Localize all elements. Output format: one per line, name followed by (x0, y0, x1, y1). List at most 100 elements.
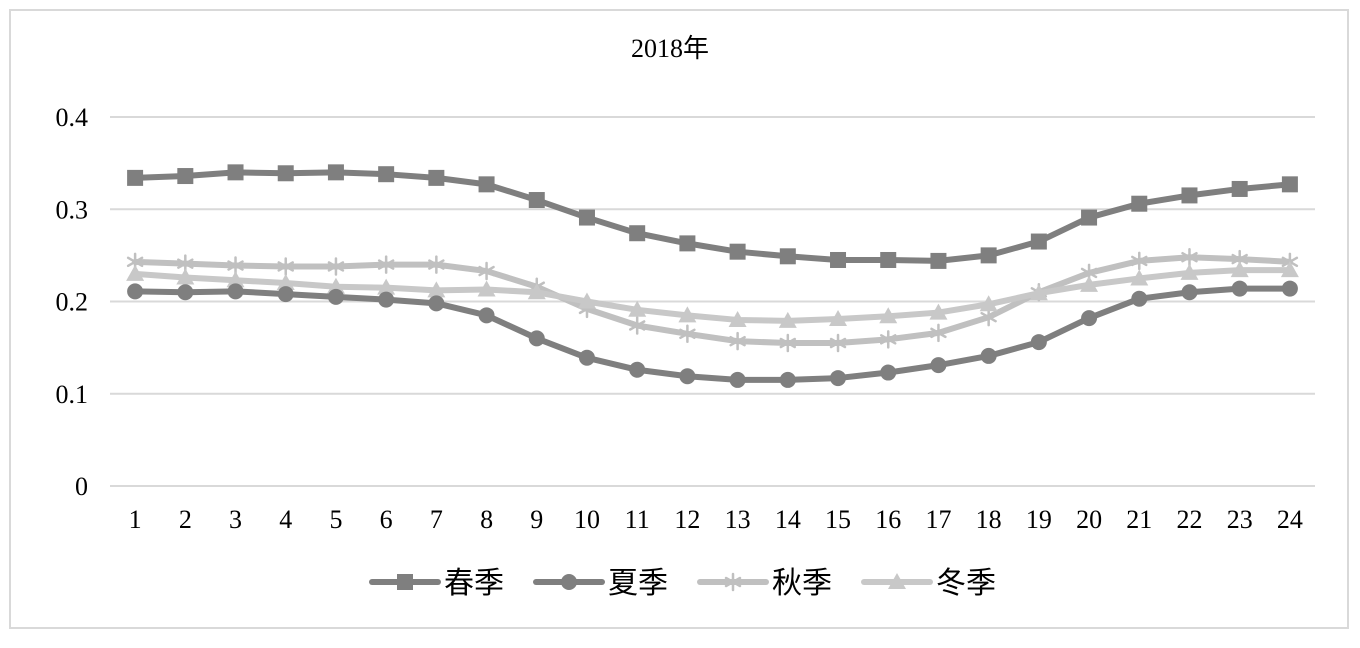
data-point (679, 235, 696, 252)
data-point (428, 295, 445, 312)
gridlines (110, 116, 1315, 487)
data-point (1131, 195, 1148, 212)
data-point (1131, 251, 1148, 271)
data-point (277, 165, 294, 182)
data-point (779, 371, 796, 388)
y-tick-label: 0 (75, 472, 88, 501)
x-tick-label: 14 (775, 505, 801, 534)
x-tick-label: 22 (1176, 505, 1202, 534)
data-point (478, 261, 495, 281)
data-point (628, 300, 647, 317)
data-point (980, 347, 997, 364)
data-point (126, 264, 145, 281)
data-point (1181, 284, 1198, 301)
y-tick-label: 0.1 (56, 380, 89, 409)
legend-item-1: 春季 (369, 566, 504, 601)
data-point (1131, 290, 1148, 307)
legend-marker (888, 573, 906, 589)
data-point (729, 243, 746, 260)
data-point (779, 333, 797, 353)
data-point (227, 283, 244, 300)
data-point (880, 364, 897, 381)
data-point (327, 257, 345, 276)
series-2 (127, 280, 1298, 388)
series-line (132, 267, 1293, 324)
data-point (378, 291, 395, 308)
data-point (728, 310, 747, 327)
data-point (980, 247, 997, 264)
data-point (227, 256, 244, 275)
x-tick-label: 16 (875, 505, 901, 534)
x-tick-label: 24 (1277, 505, 1303, 534)
x-tick-label: 11 (625, 505, 650, 534)
data-point (177, 284, 194, 301)
data-point (1030, 334, 1047, 351)
data-point (1029, 284, 1048, 301)
data-point (578, 209, 595, 226)
data-point (378, 166, 395, 183)
series-line (132, 285, 1293, 383)
data-point (729, 331, 746, 351)
data-point (1231, 180, 1248, 197)
data-point (277, 257, 294, 276)
data-point (428, 169, 445, 186)
legend-marker (561, 574, 577, 590)
data-point (980, 307, 997, 327)
data-point (778, 311, 797, 328)
x-tick-label: 5 (329, 505, 342, 534)
data-point (930, 357, 947, 374)
data-point (829, 310, 848, 327)
x-tick-label: 15 (825, 505, 851, 534)
data-point (1130, 269, 1149, 286)
data-point (1281, 280, 1298, 297)
legend-item-3: 秋季 (697, 566, 832, 601)
x-tick-label: 2 (179, 505, 192, 534)
data-point (1281, 176, 1298, 193)
data-point (629, 361, 646, 378)
data-point (127, 169, 144, 186)
data-point (629, 225, 646, 242)
x-tick-label: 12 (674, 505, 700, 534)
data-point (377, 255, 395, 274)
series-line (132, 169, 1293, 264)
data-point (578, 349, 595, 366)
legend-item-4: 冬季 (861, 566, 996, 601)
x-tick-label: 8 (480, 505, 493, 534)
legend-marker (724, 572, 742, 592)
data-point (327, 164, 344, 181)
series-layer (126, 164, 1299, 388)
data-point (276, 274, 295, 291)
legend: 春季 夏季 秋季 冬季 (369, 566, 996, 601)
series-4 (126, 261, 1299, 328)
data-point (226, 271, 245, 288)
data-point (880, 251, 897, 268)
x-tick-label: 21 (1126, 505, 1152, 534)
data-point (528, 330, 545, 347)
x-tick-label: 19 (1026, 505, 1052, 534)
x-tick-label: 1 (129, 505, 142, 534)
data-point (679, 324, 696, 344)
y-tick-label: 0.2 (56, 288, 89, 317)
data-point (1280, 261, 1299, 278)
x-tick-label: 18 (976, 505, 1002, 534)
data-point (880, 330, 897, 349)
x-tick-label: 9 (530, 505, 543, 534)
data-point (478, 307, 495, 324)
data-point (930, 323, 947, 343)
data-point (478, 176, 495, 193)
series-1 (127, 164, 1298, 269)
data-point (830, 251, 847, 268)
legend-label: 冬季 (936, 566, 996, 601)
data-point (427, 281, 446, 298)
chart-title: 2018年 (631, 34, 709, 63)
y-axis-ticks: 0 0.1 0.2 0.3 0.4 (56, 103, 89, 501)
series-3 (126, 247, 1299, 353)
data-point (979, 295, 998, 312)
x-tick-label: 6 (380, 505, 393, 534)
data-point (779, 248, 796, 265)
x-axis-ticks: 1 2 3 4 5 6 7 8 9 10 11 12 13 14 15 16 17 18 19 20 21 22 23 24 (129, 505, 1303, 534)
data-point (1231, 280, 1248, 297)
legend-label: 夏季 (608, 566, 668, 601)
chart-frame (9, 9, 1349, 629)
data-point (176, 268, 195, 285)
